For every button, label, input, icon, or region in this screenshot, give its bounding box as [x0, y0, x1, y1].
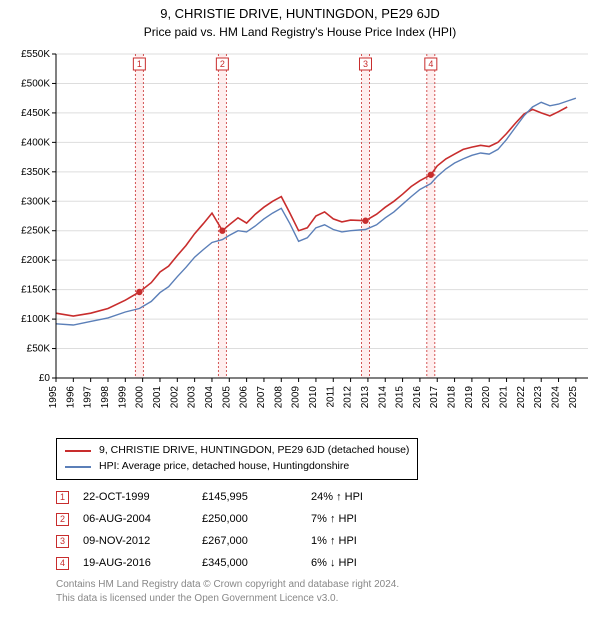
svg-text:2017: 2017	[429, 386, 440, 409]
svg-text:4: 4	[428, 59, 433, 69]
legend-row: HPI: Average price, detached house, Hunt…	[65, 459, 409, 475]
svg-text:2008: 2008	[273, 386, 284, 409]
event-row: 3 09-NOV-2012 £267,000 1% ↑ HPI	[56, 530, 363, 552]
svg-text:£0: £0	[39, 373, 51, 384]
event-row: 2 06-AUG-2004 £250,000 7% ↑ HPI	[56, 508, 363, 530]
event-date: 19-AUG-2016	[83, 557, 188, 569]
svg-text:2004: 2004	[204, 386, 215, 409]
svg-text:£150K: £150K	[21, 285, 50, 296]
svg-text:£50K: £50K	[27, 344, 51, 355]
svg-text:2013: 2013	[360, 386, 371, 409]
svg-text:£400K: £400K	[21, 137, 50, 148]
event-price: £345,000	[202, 557, 297, 569]
svg-text:2011: 2011	[325, 386, 336, 408]
event-marker-icon: 1	[56, 491, 69, 504]
svg-text:2000: 2000	[135, 386, 146, 409]
svg-text:1999: 1999	[117, 386, 128, 409]
event-date: 09-NOV-2012	[83, 535, 188, 547]
page: 9, CHRISTIE DRIVE, HUNTINGDON, PE29 6JD …	[0, 0, 600, 620]
title-subtitle: Price paid vs. HM Land Registry's House …	[0, 25, 600, 39]
event-table: 1 22-OCT-1999 £145,995 24% ↑ HPI 2 06-AU…	[56, 486, 363, 574]
svg-text:£300K: £300K	[21, 196, 50, 207]
event-row: 1 22-OCT-1999 £145,995 24% ↑ HPI	[56, 486, 363, 508]
legend-label: HPI: Average price, detached house, Hunt…	[99, 459, 349, 475]
svg-text:2007: 2007	[256, 386, 267, 409]
svg-text:£550K: £550K	[21, 49, 50, 60]
event-price: £145,995	[202, 491, 297, 503]
event-price: £267,000	[202, 535, 297, 547]
footer-line: This data is licensed under the Open Gov…	[56, 592, 399, 606]
svg-text:1995: 1995	[48, 386, 59, 409]
svg-text:2021: 2021	[499, 386, 510, 409]
svg-text:2022: 2022	[516, 386, 527, 409]
svg-text:2002: 2002	[169, 386, 180, 409]
svg-text:2009: 2009	[291, 386, 302, 409]
svg-text:£500K: £500K	[21, 78, 50, 89]
title-address: 9, CHRISTIE DRIVE, HUNTINGDON, PE29 6JD	[0, 6, 600, 21]
svg-text:£350K: £350K	[21, 167, 50, 178]
svg-text:2: 2	[220, 59, 225, 69]
svg-text:£100K: £100K	[21, 314, 50, 325]
svg-text:2024: 2024	[551, 386, 562, 409]
svg-text:1996: 1996	[65, 386, 76, 409]
event-delta: 24% ↑ HPI	[311, 491, 363, 503]
legend-swatch	[65, 466, 91, 468]
svg-text:£450K: £450K	[21, 108, 50, 119]
event-price: £250,000	[202, 513, 297, 525]
event-delta: 1% ↑ HPI	[311, 535, 357, 547]
legend-label: 9, CHRISTIE DRIVE, HUNTINGDON, PE29 6JD …	[99, 443, 409, 459]
svg-text:£250K: £250K	[21, 226, 50, 237]
svg-text:£200K: £200K	[21, 255, 50, 266]
svg-text:2020: 2020	[481, 386, 492, 409]
svg-text:1997: 1997	[83, 386, 94, 409]
svg-text:2010: 2010	[308, 386, 319, 409]
legend: 9, CHRISTIE DRIVE, HUNTINGDON, PE29 6JD …	[56, 438, 418, 480]
event-date: 06-AUG-2004	[83, 513, 188, 525]
event-row: 4 19-AUG-2016 £345,000 6% ↓ HPI	[56, 552, 363, 574]
svg-text:2025: 2025	[568, 386, 579, 409]
svg-text:2012: 2012	[343, 386, 354, 409]
svg-text:2006: 2006	[239, 386, 250, 409]
svg-text:3: 3	[363, 59, 368, 69]
event-marker-icon: 4	[56, 557, 69, 570]
event-delta: 6% ↓ HPI	[311, 557, 357, 569]
svg-text:2001: 2001	[152, 386, 163, 409]
svg-text:1998: 1998	[100, 386, 111, 409]
svg-text:2003: 2003	[187, 386, 198, 409]
event-marker-icon: 2	[56, 513, 69, 526]
title-block: 9, CHRISTIE DRIVE, HUNTINGDON, PE29 6JD …	[0, 0, 600, 39]
svg-text:2016: 2016	[412, 386, 423, 409]
event-date: 22-OCT-1999	[83, 491, 188, 503]
svg-text:2015: 2015	[395, 386, 406, 409]
event-delta: 7% ↑ HPI	[311, 513, 357, 525]
legend-swatch	[65, 450, 91, 452]
price-chart: 1 2 3 4 £0 £50K £100K £150K £200K £250K £300K £350K…	[0, 48, 600, 433]
svg-text:2018: 2018	[447, 386, 458, 409]
event-marker-icon: 3	[56, 535, 69, 548]
svg-text:2019: 2019	[464, 386, 475, 409]
chart-svg: 1 2 3 4 £0 £50K £100K £150K £200K £250K £300K £350K…	[0, 48, 600, 433]
svg-text:2023: 2023	[533, 386, 544, 409]
svg-text:2014: 2014	[377, 386, 388, 409]
footer-attribution: Contains HM Land Registry data © Crown c…	[56, 578, 399, 605]
legend-row: 9, CHRISTIE DRIVE, HUNTINGDON, PE29 6JD …	[65, 443, 409, 459]
svg-text:1: 1	[137, 59, 142, 69]
svg-text:2005: 2005	[221, 386, 232, 409]
footer-line: Contains HM Land Registry data © Crown c…	[56, 578, 399, 592]
